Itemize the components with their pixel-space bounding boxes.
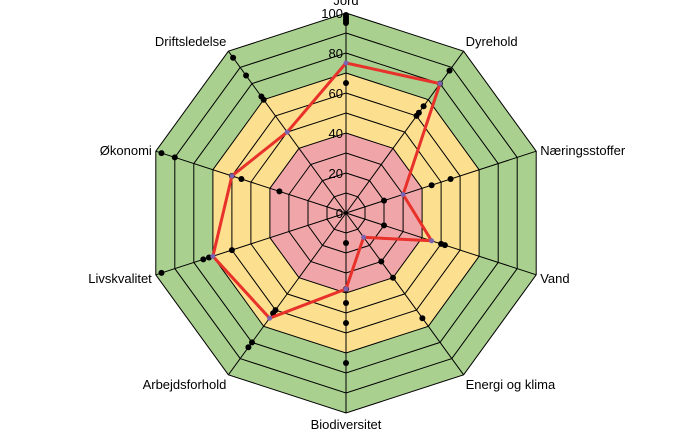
tick-label-20: 20 <box>329 166 343 181</box>
marker-8-1 <box>238 176 245 182</box>
marker-9-2 <box>243 72 250 79</box>
axis-label-6: Arbejdsforhold <box>143 377 227 392</box>
spoke-4 <box>345 212 465 376</box>
axis-label-3: Vand <box>540 271 569 286</box>
marker-0-5 <box>343 12 349 18</box>
marker-4-1 <box>390 274 396 281</box>
axis-label-9: Driftsledelse <box>155 34 227 49</box>
series-layer <box>210 60 443 321</box>
marker-3-2 <box>441 242 448 249</box>
series-point-0-8 <box>229 173 235 179</box>
marker-2-1 <box>428 182 435 189</box>
series-point-0-6 <box>267 315 273 321</box>
marker-5-2 <box>343 300 349 306</box>
marker-1-2 <box>420 103 427 110</box>
marker-2-0 <box>381 197 387 204</box>
marker-1-1 <box>415 109 422 116</box>
marker-4-2 <box>419 315 426 322</box>
series-point-0-4 <box>361 234 367 240</box>
tick-label-100: 100 <box>321 6 343 21</box>
tick-label-80: 80 <box>329 46 343 61</box>
tick-label-60: 60 <box>329 86 343 101</box>
axis-label-2: Næringsstoffer <box>540 143 626 158</box>
marker-5-3 <box>343 320 349 326</box>
series-point-0-0 <box>343 60 349 66</box>
spoke-1 <box>345 50 465 214</box>
marker-7-2 <box>200 256 207 263</box>
series-point-0-5 <box>343 286 349 292</box>
axis-label-0: Jord <box>333 0 358 8</box>
spoke-7 <box>155 212 347 276</box>
marker-7-0 <box>228 247 235 254</box>
marker-8-4 <box>158 150 165 157</box>
tick-label-40: 40 <box>329 126 343 141</box>
marker-7-3 <box>158 269 165 276</box>
tick-label-0: 0 <box>336 206 343 221</box>
series-point-0-1 <box>437 81 443 87</box>
marker-4-0 <box>378 258 385 265</box>
marker-3-0 <box>381 222 387 229</box>
marker-5-4 <box>343 360 349 366</box>
series-point-0-2 <box>400 192 406 197</box>
spoke-2 <box>345 150 537 214</box>
marker-2-2 <box>447 176 454 182</box>
axis-label-1: Dyrehold <box>466 34 518 49</box>
axis-label-4: Energi og klima <box>466 377 556 392</box>
marker-5-0 <box>343 240 349 246</box>
marker-6-3 <box>245 344 252 351</box>
marker-0-0 <box>343 80 349 86</box>
series-point-0-7 <box>210 253 216 259</box>
marker-8-3 <box>171 154 178 161</box>
marker-1-4 <box>446 67 453 74</box>
axis-label-7: Livskvalitet <box>88 271 152 286</box>
marker-9-1 <box>258 93 265 100</box>
marker-8-0 <box>276 188 283 195</box>
axis-labels: Jord Dyrehold Næringsstoffer Vand Energi og … <box>88 0 626 430</box>
axis-label-5: Biodiversitet <box>311 417 382 430</box>
marker-6-2 <box>249 339 255 346</box>
series-point-0-9 <box>284 129 290 135</box>
series-point-0-3 <box>429 238 435 244</box>
tick-labels: 0 20 40 60 80 100 <box>321 6 343 221</box>
axis-label-8: Økonomi <box>100 143 152 158</box>
marker-9-3 <box>230 54 237 61</box>
spoke-8 <box>155 150 347 214</box>
grid-lines <box>155 12 537 414</box>
